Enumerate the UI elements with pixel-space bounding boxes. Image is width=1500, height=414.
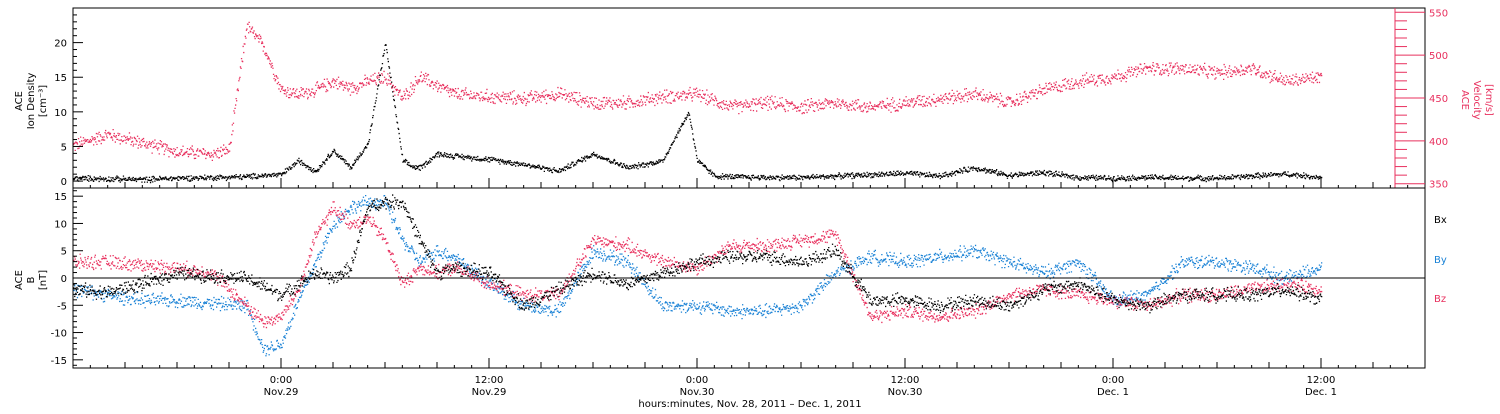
- x-tick-label-time: 0:00: [686, 375, 708, 386]
- top-right-axis-title-line1: ACE: [1459, 90, 1470, 110]
- top-panel-frame: [72, 7, 1426, 189]
- x-tick-label-date: Nov.30: [888, 387, 923, 398]
- x-tick-label-time: 0:00: [270, 375, 292, 386]
- bottom-left-axis-title-line2: B: [26, 276, 37, 283]
- bottom-panel-axes: -15 -10 -5 0 5 10 15: [51, 187, 1426, 369]
- x-tick-label-date: Nov.29: [264, 387, 299, 398]
- velocity-series: [73, 21, 1323, 162]
- top-right-tick-label: 350: [1429, 180, 1448, 191]
- top-right-axis-title-line2: Velocity: [1471, 80, 1482, 119]
- by-series-points: [73, 195, 1323, 357]
- top-left-tick-label: 20: [54, 39, 67, 50]
- top-left-tick-label: 15: [54, 73, 67, 84]
- x-tick-label-time: 12:00: [475, 375, 504, 386]
- bottom-left-tick-label: -10: [51, 329, 67, 340]
- legend: Bx By Bz: [1434, 215, 1447, 305]
- x-tick-label-time: 12:00: [1307, 375, 1336, 386]
- top-right-tick-label: 500: [1429, 51, 1448, 62]
- x-tick-label-time: 12:00: [891, 375, 920, 386]
- bx-series-points: [73, 194, 1323, 314]
- bottom-left-tick-label: 0: [61, 274, 67, 285]
- top-panel: 0 5 10 15 20 350 400 450 500 550: [54, 7, 1448, 191]
- by-series: [73, 195, 1323, 357]
- top-right-axis-title-line3: [km/s]: [1483, 84, 1494, 116]
- x-tick-label-date: Nov.30: [680, 387, 715, 398]
- top-right-tick-label: 550: [1429, 8, 1448, 19]
- x-tick-label-date: Dec. 1: [1305, 387, 1337, 398]
- bottom-panel: -15 -10 -5 0 5 10 15: [51, 187, 1426, 369]
- top-right-tick-label: 450: [1429, 94, 1448, 105]
- bottom-left-tick-label: 15: [54, 192, 67, 203]
- bottom-left-tick-label: 5: [61, 247, 67, 258]
- legend-entry-by: By: [1434, 255, 1447, 266]
- top-left-axis-title-line2: Ion Density: [26, 73, 37, 130]
- x-tick-label-time: 0:00: [1102, 375, 1124, 386]
- top-left-axis-title-line1: ACE: [14, 91, 25, 111]
- x-tick-label-date: Dec. 1: [1097, 387, 1129, 398]
- top-left-tick-label: 0: [61, 177, 67, 188]
- bottom-left-axis-title: ACE B [nT]: [14, 270, 49, 290]
- top-left-axis-title: ACE Ion Density [cm⁻³]: [14, 73, 49, 130]
- bottom-left-tick-label: 10: [54, 219, 67, 230]
- x-tick-labels: 0:00Nov.2912:00Nov.290:00Nov.3012:00Nov.…: [264, 375, 1337, 398]
- bottom-left-tick-label: -5: [57, 301, 67, 312]
- bottom-left-axis-title-line3: [nT]: [38, 270, 49, 290]
- top-left-axis-title-line3: [cm⁻³]: [38, 85, 49, 117]
- top-left-tick-label: 10: [54, 108, 67, 119]
- bottom-left-tick-label: -15: [51, 356, 67, 367]
- bottom-panel-data: [73, 194, 1323, 357]
- top-panel-axes: 0 5 10 15 20 350 400 450 500 550: [54, 7, 1448, 191]
- bx-series: [73, 194, 1323, 314]
- top-panel-data: [73, 21, 1323, 184]
- legend-entry-bx: Bx: [1434, 215, 1447, 226]
- bz-series: [73, 201, 1323, 329]
- top-right-axis-title: ACE Velocity [km/s]: [1459, 80, 1494, 119]
- top-right-tick-label: 400: [1429, 137, 1448, 148]
- legend-entry-bz: Bz: [1434, 294, 1446, 305]
- density-series-points: [73, 44, 1323, 184]
- bz-series-points: [73, 201, 1323, 329]
- velocity-series-points: [73, 21, 1323, 162]
- x-axis-title: hours:minutes, Nov. 28, 2011 – Dec. 1, 2…: [638, 399, 861, 410]
- top-left-tick-label: 5: [61, 142, 67, 153]
- x-tick-label-date: Nov.29: [472, 387, 507, 398]
- bottom-left-axis-title-line1: ACE: [14, 270, 25, 290]
- density-series: [73, 44, 1323, 184]
